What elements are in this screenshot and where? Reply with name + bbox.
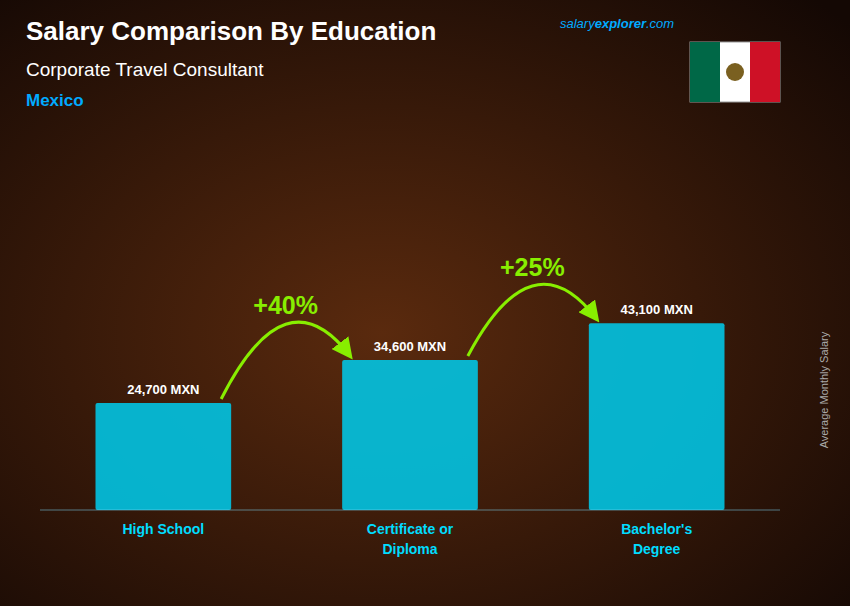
- watermark-part: explorer: [595, 16, 647, 31]
- watermark: salaryexplorer.com: [560, 16, 674, 31]
- percent-change: +40%: [253, 291, 318, 319]
- x-axis-line: [40, 510, 780, 511]
- percent-change: +25%: [500, 253, 565, 281]
- chart-container: Salary Comparison By Education Corporate …: [0, 0, 850, 606]
- x-tick-label-line: Bachelor's: [621, 521, 692, 537]
- flag-red: [750, 42, 780, 102]
- background: [0, 0, 850, 606]
- title: Salary Comparison By Education: [26, 16, 436, 46]
- bar: [589, 323, 725, 510]
- x-tick-label: Certificate or Diploma: [367, 521, 454, 557]
- flag-green: [690, 42, 720, 102]
- country: Mexico: [26, 91, 84, 110]
- x-tick-label: Bachelor's Degree: [621, 521, 692, 557]
- flag-emblem: [726, 63, 744, 81]
- subtitle: Corporate Travel Consultant: [26, 59, 264, 80]
- change-arrow: [221, 322, 350, 399]
- data-label: 24,700 MXN: [127, 382, 199, 397]
- chart: Salary Comparison By Education Corporate …: [0, 0, 850, 606]
- flag-white: [690, 42, 780, 102]
- data-label: 43,100 MXN: [621, 302, 693, 317]
- watermark-part: salary: [560, 16, 596, 31]
- change-arrow: [468, 284, 597, 356]
- x-tick-label-line: Diploma: [382, 541, 437, 557]
- y-axis-label: Average Monthly Salary: [818, 331, 830, 448]
- flag: [690, 42, 780, 102]
- x-tick-label-line: High School: [122, 521, 204, 537]
- x-tick-label: High School: [122, 521, 204, 537]
- x-tick-label-line: Certificate or: [367, 521, 454, 537]
- data-label: 34,600 MXN: [374, 339, 446, 354]
- watermark-part: .com: [646, 16, 674, 31]
- bar: [342, 360, 478, 510]
- bar: [96, 403, 232, 510]
- x-tick-label-line: Degree: [633, 541, 681, 557]
- bars: [96, 323, 725, 510]
